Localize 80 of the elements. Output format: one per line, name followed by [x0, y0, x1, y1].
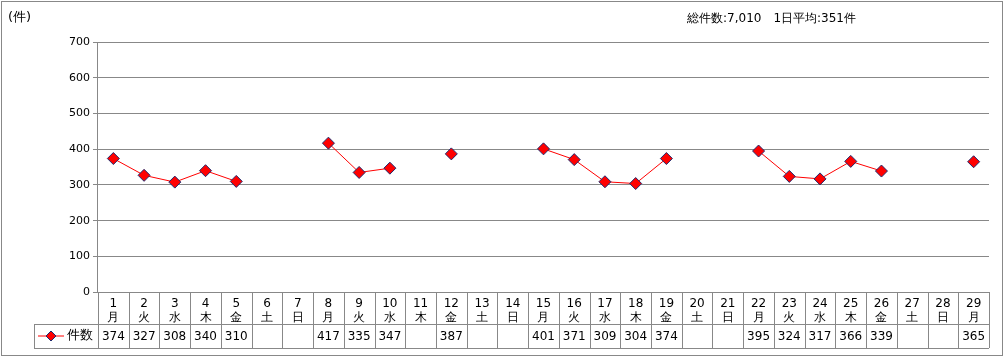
x-tick-label: 27 土: [904, 295, 920, 324]
point: [659, 152, 673, 166]
data-label: 310: [224, 329, 248, 344]
point: [598, 175, 612, 189]
data-label: 366: [839, 329, 863, 344]
data-label: 387: [439, 329, 463, 344]
point: [106, 152, 120, 166]
point: [168, 175, 182, 189]
y-tick-label: 200: [69, 213, 90, 227]
x-tick-label: 6 土: [260, 295, 273, 324]
x-tick-label: 3 水: [168, 295, 181, 324]
x-tick-label: 9 火: [353, 295, 366, 324]
y-tick-label: 600: [69, 70, 90, 84]
y-tick-label: 300: [69, 177, 90, 191]
data-label: 335: [347, 329, 371, 344]
x-tick-label: 18 木: [628, 295, 644, 324]
point: [352, 165, 366, 179]
data-label: 374: [654, 329, 678, 344]
x-tick-label: 20 土: [689, 295, 705, 324]
x-tick-label: 11 木: [412, 295, 429, 324]
data-label: 308: [163, 329, 187, 344]
data-label: 304: [624, 329, 648, 344]
point: [444, 147, 458, 161]
x-tick-label: 26 金: [873, 295, 890, 324]
x-tick-label: 15 月: [535, 295, 552, 324]
y-tick-label: 700: [69, 34, 90, 48]
point: [537, 142, 550, 156]
x-tick-label: 14 日: [505, 295, 521, 324]
point: [752, 144, 766, 158]
point: [137, 168, 151, 182]
text: 総件数:7,010 1日平均:351件: [687, 10, 856, 27]
point: [229, 174, 243, 188]
x-tick-label: 12 金: [443, 295, 459, 324]
data-label: 374: [101, 329, 125, 344]
x-tick-label: 25 木: [843, 295, 859, 324]
legend-label: 件数: [67, 327, 93, 343]
x-tick-label: 10 水: [382, 295, 398, 324]
x-tick-label: 7 日: [291, 295, 304, 324]
data-label: 371: [562, 329, 586, 344]
x-tick-label: 24 水: [812, 295, 828, 324]
point: [844, 154, 858, 168]
x-tick-label: 17 水: [597, 295, 613, 324]
point: [874, 164, 888, 178]
point: [967, 155, 981, 169]
x-tick-label: 8 月: [322, 295, 335, 324]
data-label: 365: [962, 329, 986, 344]
y-tick-label: 500: [69, 106, 90, 120]
x-tick-label: 16 火: [566, 295, 582, 324]
x-tick-label: 2 火: [138, 295, 151, 324]
point: [199, 164, 213, 178]
point: [782, 169, 796, 183]
data-label: 417: [316, 329, 340, 344]
data-label: 327: [132, 329, 156, 344]
data-label: 395: [747, 329, 771, 344]
x-tick-label: 5 金: [230, 295, 243, 324]
point: [629, 177, 643, 191]
data-label: 339: [870, 329, 893, 344]
x-tick-label: 13 土: [474, 295, 490, 324]
y-axis-title: (件): [8, 8, 32, 26]
x-tick-label: 29 月: [966, 295, 982, 324]
x-tick-label: 22 月: [750, 295, 767, 324]
data-label: 317: [808, 329, 832, 344]
x-tick-label: 19 金: [658, 295, 675, 324]
data-label: 324: [777, 329, 801, 344]
data-label: 340: [194, 329, 217, 344]
data-label: 347: [378, 329, 402, 344]
x-tick-label: 21 日: [720, 295, 736, 324]
x-tick-label: 23 火: [781, 295, 797, 324]
point: [813, 172, 827, 186]
data-label: 401: [532, 329, 555, 344]
x-tick-label: 4 木: [199, 295, 212, 324]
y-tick-label: 400: [69, 142, 90, 156]
point: [567, 153, 581, 167]
point: [321, 136, 335, 150]
point: [383, 161, 397, 175]
y-tick-label: 0: [83, 285, 90, 299]
data-label: 309: [593, 329, 617, 344]
y-tick-label: 100: [69, 249, 90, 263]
x-tick-label: 1 月: [107, 295, 120, 324]
x-tick-label: 28 日: [935, 295, 951, 324]
